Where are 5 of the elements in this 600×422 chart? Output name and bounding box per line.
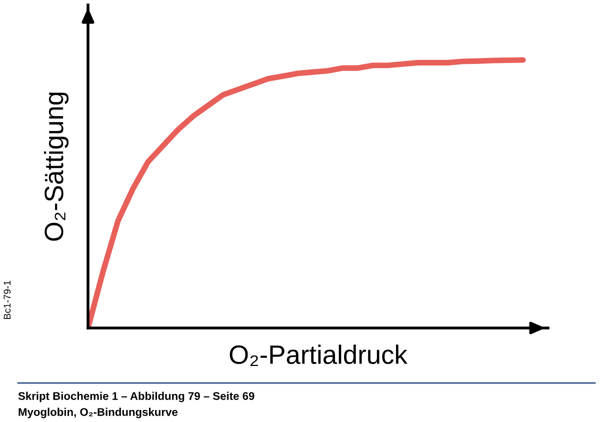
text: Myoglobin, O₂-Bindungskurve bbox=[18, 408, 178, 418]
text: Skript Biochemie 1 – Abbildung 79 – Seite 69 bbox=[18, 392, 254, 402]
text: Bc1-79-1 bbox=[4, 280, 11, 319]
x-axis-title: O₂-Partialdruck bbox=[230, 344, 408, 366]
y-axis-title: O₂-Sättigung bbox=[44, 92, 69, 241]
